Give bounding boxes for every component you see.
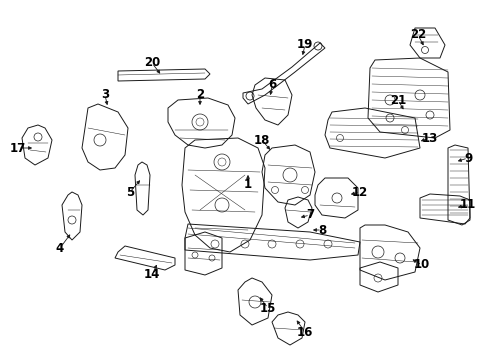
Text: 15: 15: [260, 302, 276, 315]
Text: 13: 13: [422, 131, 438, 144]
Text: 21: 21: [390, 94, 406, 107]
Text: 16: 16: [297, 325, 313, 338]
Text: 17: 17: [10, 141, 26, 154]
Text: 9: 9: [464, 152, 472, 165]
Text: 6: 6: [268, 78, 276, 91]
Text: 18: 18: [254, 134, 270, 147]
Text: 1: 1: [244, 179, 252, 192]
Text: 20: 20: [144, 57, 160, 69]
Text: 4: 4: [56, 242, 64, 255]
Text: 5: 5: [126, 185, 134, 198]
Text: 11: 11: [460, 198, 476, 211]
Text: 19: 19: [297, 39, 313, 51]
Text: 7: 7: [306, 208, 314, 221]
Text: 2: 2: [196, 89, 204, 102]
Text: 8: 8: [318, 224, 326, 237]
Text: 3: 3: [101, 89, 109, 102]
Text: 12: 12: [352, 185, 368, 198]
Text: 10: 10: [414, 258, 430, 271]
Text: 14: 14: [144, 269, 160, 282]
Text: 22: 22: [410, 28, 426, 41]
